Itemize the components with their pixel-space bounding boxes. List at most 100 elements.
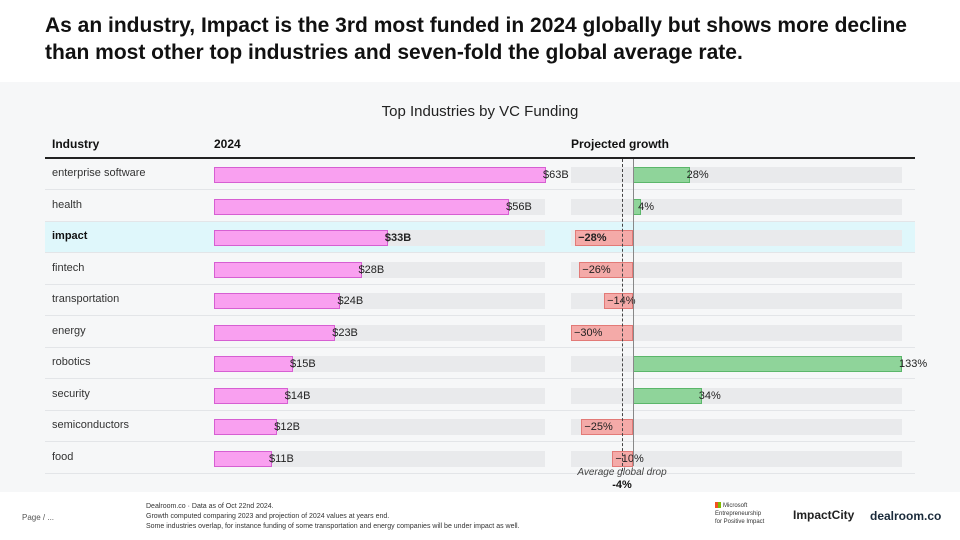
- funding-value-label: $63B: [543, 169, 569, 181]
- footer-note: Dealroom.co · Data as of Oct 22nd 2024.: [146, 503, 274, 510]
- footer-note: Growth computed comparing 2023 and proje…: [146, 513, 390, 520]
- growth-bar-negative: [571, 324, 633, 341]
- growth-value-label: 4%: [638, 200, 654, 213]
- chart-title: Top Industries by VC Funding: [381, 103, 579, 120]
- growth-bar-positive: [633, 387, 702, 404]
- growth-track: [571, 387, 902, 404]
- growth-track: [571, 230, 902, 246]
- growth-track: [571, 419, 902, 435]
- industry-label: health: [52, 198, 82, 211]
- growth-value-label: −25%: [584, 421, 613, 433]
- funding-value-label: $24B: [337, 295, 364, 307]
- growth-value-label: 34%: [698, 389, 721, 402]
- row-separator: [45, 283, 915, 285]
- row-separator: [45, 472, 915, 474]
- growth-value-label: 133%: [899, 358, 928, 370]
- growth-track: [571, 261, 902, 278]
- funding-value-label: $23B: [332, 326, 358, 339]
- row-separator: [45, 220, 915, 222]
- funding-value-label: $12B: [274, 421, 300, 433]
- funding-bar: [214, 261, 362, 278]
- average-growth-label: Average global drop: [577, 467, 667, 478]
- growth-track: [571, 293, 902, 309]
- headline: As an industry, Impact is the 3rd most f…: [45, 14, 907, 64]
- table-row: energy $23B −30%: [45, 317, 915, 348]
- funding-bar: [214, 450, 272, 467]
- microsoft-logo: Microsoft Entrepreneurship for Positive …: [715, 502, 764, 526]
- funding-value-label: $33B: [384, 232, 412, 244]
- growth-value-label: −14%: [607, 295, 636, 307]
- average-growth-value: -4%: [612, 479, 632, 491]
- microsoft-program-line2: for Positive Impact: [715, 519, 765, 525]
- growth-bar-positive: [633, 356, 902, 372]
- impactcity-logo: ImpactCity: [793, 508, 855, 522]
- funding-bar: [214, 293, 341, 309]
- growth-bar-negative: [575, 230, 633, 246]
- growth-value-label: −10%: [615, 452, 644, 465]
- funding-track: [214, 450, 545, 467]
- industry-label: transportation: [52, 293, 120, 305]
- funding-track: [214, 356, 545, 372]
- funding-track: [214, 387, 545, 404]
- table-row: semiconductors $12B −25%: [45, 411, 915, 442]
- growth-bar-negative: [581, 419, 633, 435]
- industry-label: energy: [52, 324, 86, 337]
- table-row: transportation $24B −14%: [45, 285, 915, 316]
- growth-value-label: 28%: [686, 169, 709, 181]
- funding-value-label: $14B: [284, 389, 311, 402]
- funding-bar: [214, 387, 288, 404]
- row-separator: [45, 409, 915, 411]
- column-header-2024: 2024: [214, 137, 241, 151]
- funding-value-label: $56B: [506, 200, 532, 213]
- row-separator: [45, 441, 915, 442]
- microsoft-program-line1: Entrepreneurship: [715, 511, 762, 517]
- funding-bar: [214, 356, 294, 372]
- row-separator: [45, 315, 915, 316]
- growth-bar-negative: [604, 293, 633, 309]
- microsoft-icon: [715, 502, 721, 509]
- funding-bar: [214, 198, 510, 215]
- table-row: security $14B 34%: [45, 380, 915, 411]
- table-row: robotics $15B 133%: [45, 348, 927, 379]
- growth-track: [571, 450, 902, 467]
- growth-track: [571, 324, 902, 341]
- industry-label: food: [52, 450, 74, 463]
- table-row: enterprise software $63B 28%: [45, 159, 915, 190]
- industry-label: semiconductors: [52, 419, 130, 431]
- column-header-growth: Projected growth: [571, 137, 670, 151]
- funding-bar: [214, 167, 546, 183]
- funding-bar: [214, 230, 388, 246]
- industry-label: security: [52, 387, 90, 400]
- funding-value-label: $28B: [358, 263, 385, 276]
- growth-value-label: −26%: [582, 263, 611, 276]
- row-separator: [45, 378, 915, 379]
- industry-label: impact: [52, 230, 88, 242]
- row-separator: [45, 346, 915, 348]
- growth-value-label: −28%: [578, 232, 607, 244]
- footer-note: Some industries overlap, for instance fu…: [146, 523, 520, 530]
- row-separator: [45, 189, 915, 190]
- funding-value-label: $11B: [268, 452, 294, 465]
- table-row: fintech $28B −26%: [45, 254, 915, 285]
- row-separator: [45, 252, 915, 253]
- page-number: Page / ...: [22, 513, 55, 522]
- industry-label: fintech: [52, 261, 85, 274]
- average-growth-line: [622, 159, 623, 471]
- growth-track: [571, 167, 902, 183]
- growth-track: [571, 198, 902, 215]
- column-header-industry: Industry: [52, 137, 100, 151]
- footer-notes: Dealroom.co · Data as of Oct 22nd 2024. …: [146, 502, 520, 532]
- industry-label: robotics: [52, 356, 91, 368]
- table-row: health $56B 4%: [45, 191, 915, 222]
- growth-bar-negative: [579, 261, 633, 278]
- header-rule: [45, 157, 915, 159]
- industry-label: enterprise software: [52, 167, 146, 179]
- table-row: food $11B −10%: [45, 443, 915, 474]
- growth-value-label: −30%: [574, 326, 603, 339]
- funding-value-label: $15B: [290, 358, 316, 370]
- funding-track: [214, 419, 545, 435]
- growth-zero-axis: [633, 159, 634, 466]
- microsoft-brand: Microsoft: [723, 503, 748, 509]
- table-row: impact $33B −28%: [45, 222, 915, 253]
- funding-bar: [214, 419, 278, 435]
